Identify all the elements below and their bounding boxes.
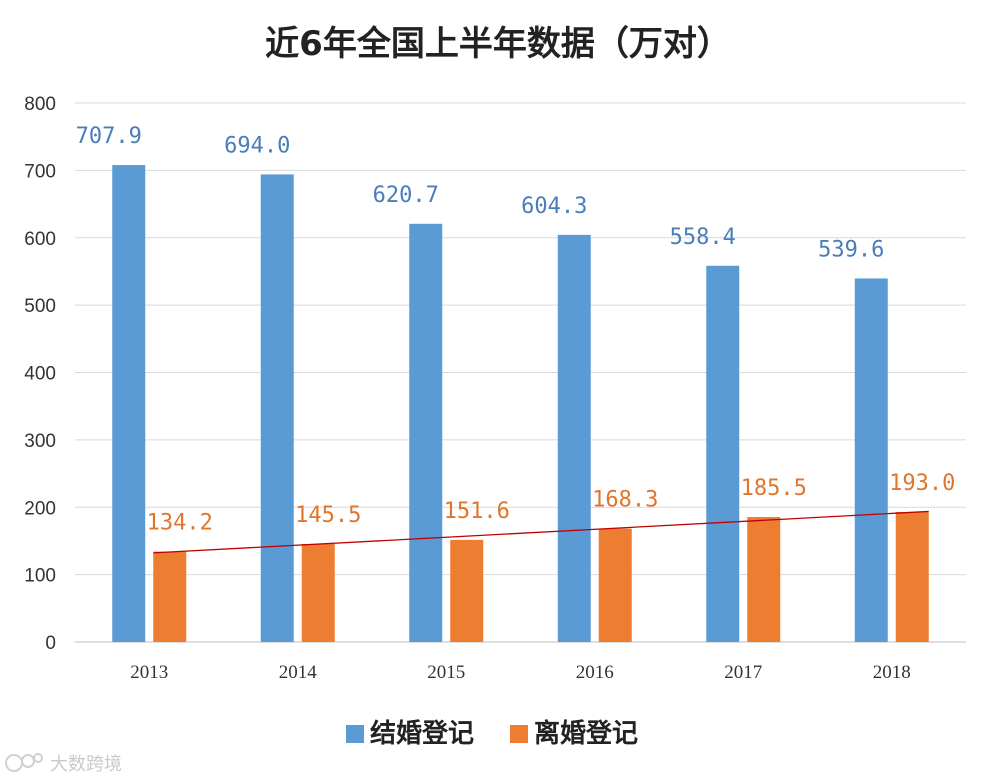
- bars: [112, 165, 929, 643]
- bar-marriage: [409, 223, 443, 642]
- bar-marriage: [112, 165, 146, 642]
- bar-divorce: [450, 539, 484, 642]
- x-tick-label: 2014: [279, 662, 318, 683]
- data-label-divorce: 145.5: [295, 503, 361, 528]
- y-tick-label: 800: [24, 94, 56, 115]
- y-axis-ticks: 0 100 200 300 400 500 600 700 800: [24, 94, 56, 654]
- x-tick-label: 2013: [130, 662, 168, 683]
- data-label-marriage: 558.4: [670, 225, 736, 250]
- watermark-text: 大数跨境: [50, 754, 122, 775]
- trendline-layer: [153, 510, 929, 554]
- data-label-marriage: 604.3: [521, 194, 587, 219]
- x-tick-label: 2015: [427, 662, 465, 683]
- bar-divorce: [895, 511, 929, 642]
- data-label-marriage: 539.6: [818, 237, 884, 262]
- y-tick-label: 200: [24, 498, 56, 519]
- legend-swatch-divorce: [510, 725, 528, 743]
- y-tick-label: 600: [24, 229, 56, 250]
- y-tick-label: 500: [24, 296, 56, 317]
- legend-label-divorce: 离婚登记: [534, 718, 638, 749]
- legend-swatch-marriage: [346, 725, 364, 743]
- legend-label-marriage: 结婚登记: [370, 718, 474, 749]
- y-tick-label: 100: [24, 566, 56, 587]
- watermark: 大数跨境: [5, 753, 122, 775]
- bar-marriage: [706, 265, 740, 642]
- bar-divorce: [747, 517, 781, 642]
- y-tick-label: 700: [24, 161, 56, 182]
- legend: 结婚登记 离婚登记: [346, 718, 638, 749]
- data-label-divorce: 151.6: [444, 499, 510, 524]
- data-label-divorce: 185.5: [741, 476, 807, 501]
- data-label-divorce: 134.2: [147, 511, 213, 536]
- bar-divorce: [598, 528, 632, 642]
- data-label-divorce: 193.0: [889, 471, 955, 496]
- bar-marriage: [854, 278, 888, 642]
- bar-marriage: [260, 174, 294, 643]
- y-tick-label: 0: [45, 633, 56, 654]
- data-label-divorce: 168.3: [592, 488, 658, 513]
- y-tick-label: 300: [24, 431, 56, 452]
- data-label-marriage: 620.7: [373, 183, 439, 208]
- bar-divorce: [301, 543, 335, 642]
- brand-logo-icon: [5, 753, 43, 772]
- data-label-marriage: 694.0: [224, 133, 290, 158]
- chart-title: 近6年全国上半年数据（万对）: [265, 24, 731, 64]
- x-axis-ticks: 2013 2014 2015 2016 2017 2018: [130, 662, 911, 683]
- y-tick-label: 400: [24, 364, 56, 385]
- gridlines: [75, 102, 966, 643]
- trendline: [153, 510, 929, 554]
- x-tick-label: 2016: [576, 662, 614, 683]
- data-label-marriage: 707.9: [76, 124, 142, 149]
- x-tick-label: 2018: [873, 662, 911, 683]
- data-labels: 707.9 134.2 694.0 145.5 620.7 151.6 604.3 168.3…: [76, 124, 956, 536]
- bar-divorce: [153, 551, 187, 642]
- x-tick-label: 2017: [724, 662, 762, 683]
- bar-marriage: [557, 234, 591, 642]
